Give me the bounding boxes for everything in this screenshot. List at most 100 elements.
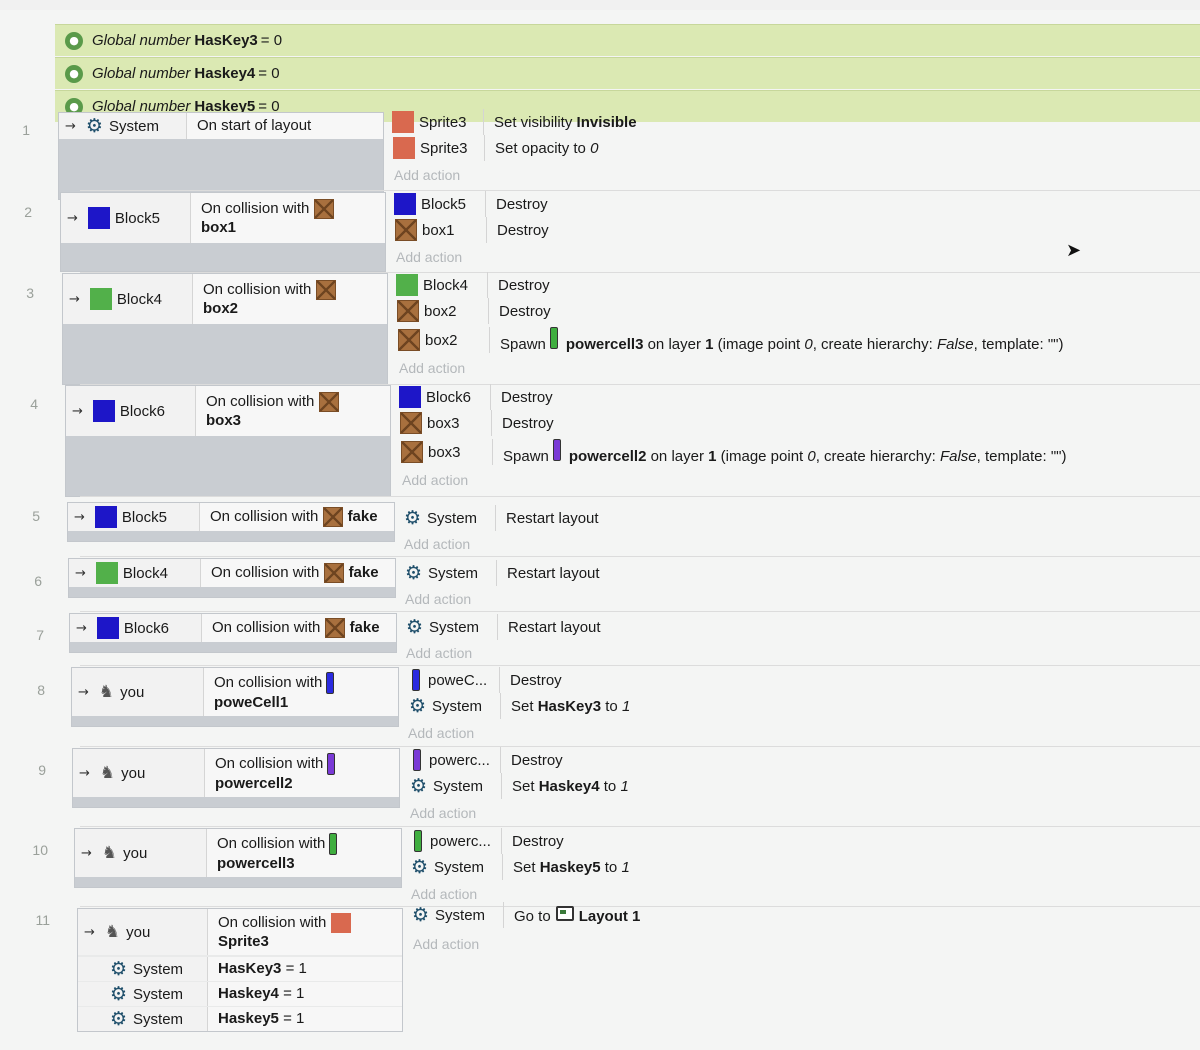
arrow-icon: → bbox=[81, 845, 92, 861]
arrow-icon: → bbox=[74, 509, 85, 525]
action-row[interactable]: Block4 Destroy bbox=[392, 272, 550, 298]
condition-text: On collision with bbox=[217, 833, 401, 855]
mouse-cursor-icon: ➤ bbox=[1066, 240, 1082, 261]
action-row[interactable]: powerc... Destroy bbox=[405, 747, 563, 773]
box-crate-icon bbox=[313, 199, 334, 219]
condition-text: On start of layout bbox=[187, 113, 383, 139]
action-row[interactable]: powerc... Destroy bbox=[406, 828, 564, 854]
action-row[interactable]: ⚙ System Restart layout bbox=[400, 505, 599, 531]
action-row[interactable]: ⚙ System Set HasKey3 to 1 bbox=[405, 693, 630, 719]
powercell-icon bbox=[327, 753, 336, 775]
action-row[interactable]: Sprite3 Set opacity to 0 bbox=[389, 135, 598, 161]
condition-text: On collision with bbox=[218, 913, 402, 933]
action-row[interactable]: box2 Destroy bbox=[393, 298, 551, 324]
condition-row[interactable]: ⚙ System Haskey4 = 1 bbox=[78, 982, 402, 1006]
arrow-icon: → bbox=[72, 403, 83, 419]
action-row[interactable]: Block6 Destroy bbox=[395, 384, 553, 410]
arrow-icon: → bbox=[75, 565, 86, 581]
action-row[interactable]: ⚙ System Set Haskey4 to 1 bbox=[406, 773, 629, 799]
event-number: 3 bbox=[26, 285, 34, 301]
box-crate-icon bbox=[395, 219, 417, 241]
event-10-conditions[interactable]: → ♞ you On collision with powercell3 bbox=[74, 828, 402, 888]
block5-icon bbox=[394, 193, 416, 215]
condition-row[interactable]: ⚙ System HasKey3 = 1 bbox=[78, 957, 402, 981]
add-action-link[interactable]: Add action bbox=[408, 725, 475, 741]
gear-icon: ⚙ bbox=[405, 561, 423, 584]
event-number: 6 bbox=[34, 573, 42, 589]
gear-icon: ⚙ bbox=[110, 1007, 128, 1030]
event-9-conditions[interactable]: → ♞ you On collision with powercell2 bbox=[72, 748, 400, 808]
box-crate-icon bbox=[400, 412, 422, 434]
event-8-conditions[interactable]: → ♞ you On collision with poweCell1 bbox=[71, 667, 399, 727]
event-3-conditions[interactable]: → Block4 On collision with box2 bbox=[62, 273, 388, 385]
action-row[interactable]: Block5 Destroy bbox=[390, 191, 548, 217]
event-2-conditions[interactable]: → Block5 On collision with box1 bbox=[60, 192, 386, 272]
add-action-link[interactable]: Add action bbox=[399, 360, 466, 376]
event-number: 4 bbox=[30, 396, 38, 412]
action-row[interactable]: ⚙ System Set Haskey5 to 1 bbox=[407, 854, 630, 880]
action-row[interactable]: box1 Destroy bbox=[391, 217, 549, 243]
condition-text: On collision with bbox=[215, 753, 399, 775]
add-action-link[interactable]: Add action bbox=[396, 249, 463, 265]
sprite3-icon bbox=[393, 137, 415, 159]
action-row[interactable]: ⚙ System Restart layout bbox=[402, 614, 601, 640]
gear-icon: ⚙ bbox=[110, 957, 128, 980]
event-11-conditions[interactable]: → ♞ you On collision with Sprite3 ⚙ System … bbox=[77, 908, 403, 1032]
condition-text: On collision with bbox=[214, 672, 398, 694]
block6-icon bbox=[92, 400, 115, 422]
arrow-icon: → bbox=[79, 765, 90, 781]
add-action-link[interactable]: Add action bbox=[413, 936, 480, 952]
event-number: 9 bbox=[38, 762, 46, 778]
player-icon: ♞ bbox=[104, 922, 121, 942]
event-6-conditions[interactable]: → Block4 On collision with fake bbox=[68, 558, 396, 598]
gear-icon: ⚙ bbox=[406, 615, 424, 638]
add-action-link[interactable]: Add action bbox=[411, 886, 478, 902]
player-icon: ♞ bbox=[98, 682, 115, 702]
gear-icon: ⚙ bbox=[410, 774, 428, 797]
action-row[interactable]: Sprite3 Set visibility Invisible bbox=[388, 109, 637, 135]
box-crate-icon bbox=[401, 441, 423, 463]
box-crate-icon bbox=[322, 507, 343, 527]
action-row[interactable]: poweC... Destroy bbox=[404, 667, 562, 693]
box-crate-icon bbox=[398, 329, 420, 351]
gear-icon: ⚙ bbox=[411, 855, 429, 878]
event-5-conditions[interactable]: → Block5 On collision with fake bbox=[67, 502, 395, 542]
global-variable-haskey4[interactable]: ● Global number Haskey4 = 0 bbox=[55, 57, 1200, 89]
block6-icon bbox=[399, 386, 421, 408]
global-variable-haskey3[interactable]: ● Global number HasKey3 = 0 bbox=[55, 24, 1200, 56]
event-number: 7 bbox=[36, 627, 44, 643]
gear-icon: ⚙ bbox=[412, 903, 430, 926]
event-sheet: ● Global number HasKey3 = 0 ● Global num… bbox=[0, 10, 1200, 1050]
action-row[interactable]: ⚙ System Restart layout bbox=[401, 560, 600, 586]
arrow-icon: → bbox=[69, 291, 80, 307]
condition-text: On collision with bbox=[201, 199, 385, 219]
event-1-conditions[interactable]: → ⚙ System On start of layout bbox=[58, 112, 384, 200]
event-number: 8 bbox=[37, 682, 45, 698]
arrow-icon: → bbox=[84, 924, 95, 940]
gear-icon: ⚙ bbox=[85, 114, 103, 137]
event-7-conditions[interactable]: → Block6 On collision with fake bbox=[69, 613, 397, 653]
add-action-link[interactable]: Add action bbox=[394, 167, 461, 183]
add-action-link[interactable]: Add action bbox=[410, 805, 477, 821]
powercell-icon bbox=[326, 672, 335, 694]
globe-icon: ● bbox=[65, 97, 83, 116]
action-row[interactable]: box2 Spawn powercell3 on layer 1 (image p… bbox=[394, 327, 1064, 353]
event-4-conditions[interactable]: → Block6 On collision with box3 bbox=[65, 385, 391, 497]
powercell-icon bbox=[549, 327, 558, 349]
add-action-link[interactable]: Add action bbox=[404, 536, 471, 552]
box-crate-icon bbox=[324, 618, 345, 638]
player-icon: ♞ bbox=[99, 763, 116, 783]
action-row[interactable]: box3 Destroy bbox=[396, 410, 554, 436]
action-row[interactable]: box3 Spawn powercell2 on layer 1 (image p… bbox=[397, 439, 1067, 465]
gear-icon: ⚙ bbox=[404, 506, 422, 529]
condition-row[interactable]: ⚙ System Haskey5 = 1 bbox=[78, 1007, 402, 1031]
event-number: 5 bbox=[32, 508, 40, 524]
arrow-icon: → bbox=[67, 210, 78, 226]
add-action-link[interactable]: Add action bbox=[402, 472, 469, 488]
box-crate-icon bbox=[318, 392, 339, 412]
add-action-link[interactable]: Add action bbox=[406, 645, 473, 661]
action-row[interactable]: ⚙ System Go to Layout 1 bbox=[408, 902, 640, 928]
box-crate-icon bbox=[397, 300, 419, 322]
add-action-link[interactable]: Add action bbox=[405, 591, 472, 607]
gear-icon: ⚙ bbox=[409, 694, 427, 717]
